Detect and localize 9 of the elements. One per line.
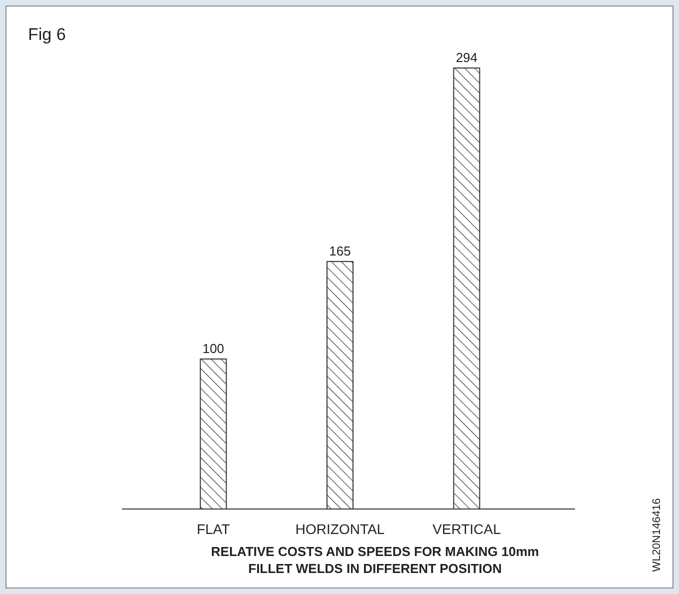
data-label: 100 (202, 341, 224, 356)
x-tick-label: FLAT (196, 521, 230, 537)
data-label: 165 (329, 244, 351, 258)
data-label: 294 (456, 50, 478, 65)
x-tick-label: HORIZONTAL (295, 521, 385, 537)
x-axis-title: RELATIVE COSTS AND SPEEDS FOR MAKING 10mm FILLET WELDS IN DIFFERENT POSITION (211, 544, 539, 576)
chart-title: Fig 6 (28, 25, 66, 44)
x-tick-label: VERTICAL (432, 521, 501, 537)
text: WL20N146416 (651, 498, 663, 572)
